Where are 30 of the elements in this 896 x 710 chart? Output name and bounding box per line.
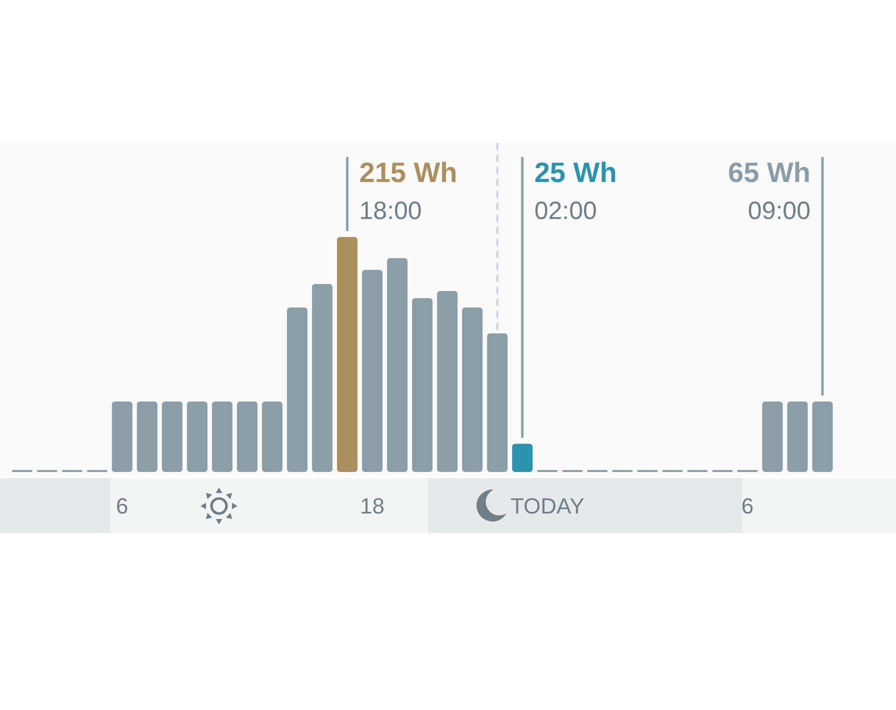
bar bbox=[186, 402, 208, 472]
bar bbox=[487, 333, 508, 472]
bar bbox=[387, 258, 408, 472]
bar bbox=[462, 308, 483, 472]
bar bbox=[312, 284, 333, 472]
bar bbox=[337, 237, 358, 472]
text: 65 Wh bbox=[728, 157, 810, 188]
bar bbox=[812, 402, 833, 472]
bar bbox=[437, 291, 458, 472]
bar bbox=[136, 402, 158, 472]
bar bbox=[236, 402, 258, 472]
text: 09:00 bbox=[748, 197, 810, 225]
bar bbox=[162, 402, 182, 472]
text: 215 Wh bbox=[359, 157, 458, 188]
bar bbox=[412, 298, 433, 472]
x-tick-label: 18 bbox=[360, 493, 385, 518]
x-tick-label: TODAY bbox=[510, 493, 585, 518]
bar bbox=[787, 402, 808, 472]
text: 02:00 bbox=[534, 197, 597, 225]
x-tick-label: 6 bbox=[116, 493, 128, 518]
bar bbox=[112, 402, 132, 472]
bar bbox=[762, 402, 783, 472]
bar bbox=[286, 308, 308, 472]
bar bbox=[212, 402, 232, 472]
text: 18:00 bbox=[359, 197, 422, 225]
bar bbox=[262, 402, 282, 472]
bar bbox=[362, 270, 383, 472]
bar bbox=[512, 444, 533, 472]
x-tick-label: 6 bbox=[741, 493, 754, 518]
text: 25 Wh bbox=[534, 157, 617, 188]
